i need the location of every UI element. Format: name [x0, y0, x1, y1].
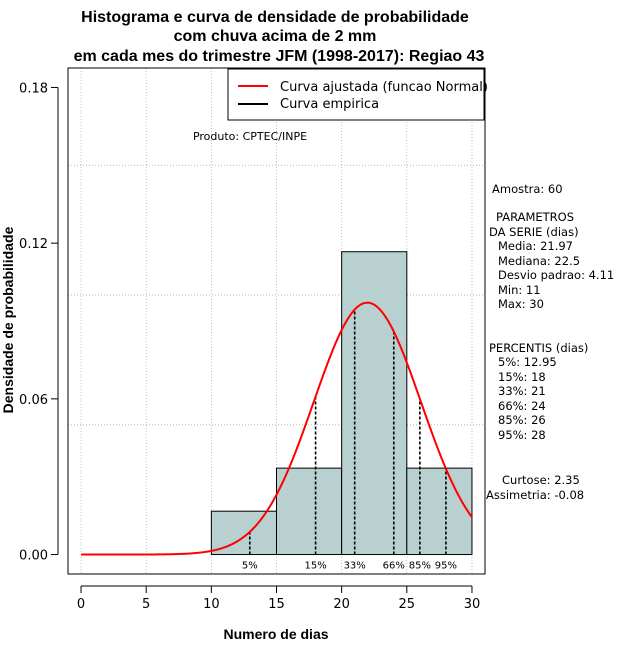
normal-curve-path: [81, 301, 473, 556]
param-min: Min: 11: [498, 283, 541, 297]
x-tick-label: 0: [77, 597, 85, 612]
y-axis: 0.00 0.06 0.12 0.18: [19, 81, 59, 564]
y-tick-label: 0.18: [19, 81, 48, 96]
percentile-label: 66%: [383, 561, 405, 572]
product-annotation: Produto: CPTEC/INPE: [193, 130, 307, 143]
x-tick-label: 30: [464, 597, 481, 612]
x-axis-label: Numero de dias: [223, 626, 328, 642]
percentil-5: 5%: 12.95: [498, 355, 557, 369]
histogram-bar: [341, 251, 408, 556]
y-tick-label: 0.06: [19, 393, 48, 408]
percentile-label: 85%: [409, 561, 431, 572]
percentile-lines: 5% 15% 33% 66% 85% 95%: [242, 309, 457, 572]
histogram-bars: [210, 251, 473, 556]
percentile-label: 5%: [242, 561, 258, 572]
legend-label-empirical: Curva empirica: [280, 97, 379, 112]
assimetria: Assimetria: -0.08: [486, 488, 584, 502]
percentil-85: 85%: 26: [498, 413, 546, 427]
y-tick-label: 0.00: [19, 549, 48, 564]
sample-size: Amostra: 60: [492, 182, 563, 196]
percentil-95: 95%: 28: [498, 428, 546, 442]
histogram-bar: [276, 467, 343, 556]
percentis-header: PERCENTIS (dias): [489, 341, 588, 355]
legend-box: [227, 68, 485, 121]
percentile-label: 15%: [304, 561, 326, 572]
chart-title-line-1: Histograma e curva de densidade de proba…: [81, 9, 469, 26]
y-tick-label: 0.12: [19, 237, 48, 252]
percentil-15: 15%: 18: [498, 370, 546, 384]
params-header-line-1: PARAMETROS: [496, 210, 574, 224]
legend: Curva ajustada (funcao Normal) Curva emp…: [227, 68, 488, 121]
chart-title-line-3: em cada mes do trimestre JFM (1998-2017)…: [74, 48, 485, 65]
x-tick-label: 20: [333, 597, 350, 612]
chart-title-line-2: com chuva acima de 2 mm: [174, 28, 377, 45]
percentile-label: 95%: [435, 561, 457, 572]
x-tick-label: 5: [142, 597, 150, 612]
x-tick-label: 25: [399, 597, 416, 612]
stats-panel: Amostra: 60 PARAMETROS DA SERIE (dias) M…: [486, 182, 614, 502]
plot-frame: [67, 67, 486, 575]
percentil-66: 66%: 24: [498, 399, 546, 413]
param-median: Mediana: 22.5: [498, 254, 580, 268]
percentile-label: 33%: [344, 561, 366, 572]
curtose: Curtose: 2.35: [502, 473, 580, 487]
legend-label-normal: Curva ajustada (funcao Normal): [280, 80, 488, 95]
x-axis: 0 5 10 15 20 25 30: [77, 585, 481, 612]
x-tick-label: 15: [268, 597, 285, 612]
normal-curve: [81, 301, 473, 556]
histogram-bar: [406, 467, 473, 556]
y-axis-label: Densidade de probabilidade: [0, 226, 16, 413]
params-header-line-2: DA SERIE (dias): [489, 225, 579, 239]
param-mean: Media: 21.97: [498, 239, 573, 253]
x-tick-label: 10: [203, 597, 220, 612]
param-max: Max: 30: [498, 297, 544, 311]
param-sd: Desvio padrao: 4.11: [498, 268, 614, 282]
percentil-33: 33%: 21: [498, 384, 546, 398]
